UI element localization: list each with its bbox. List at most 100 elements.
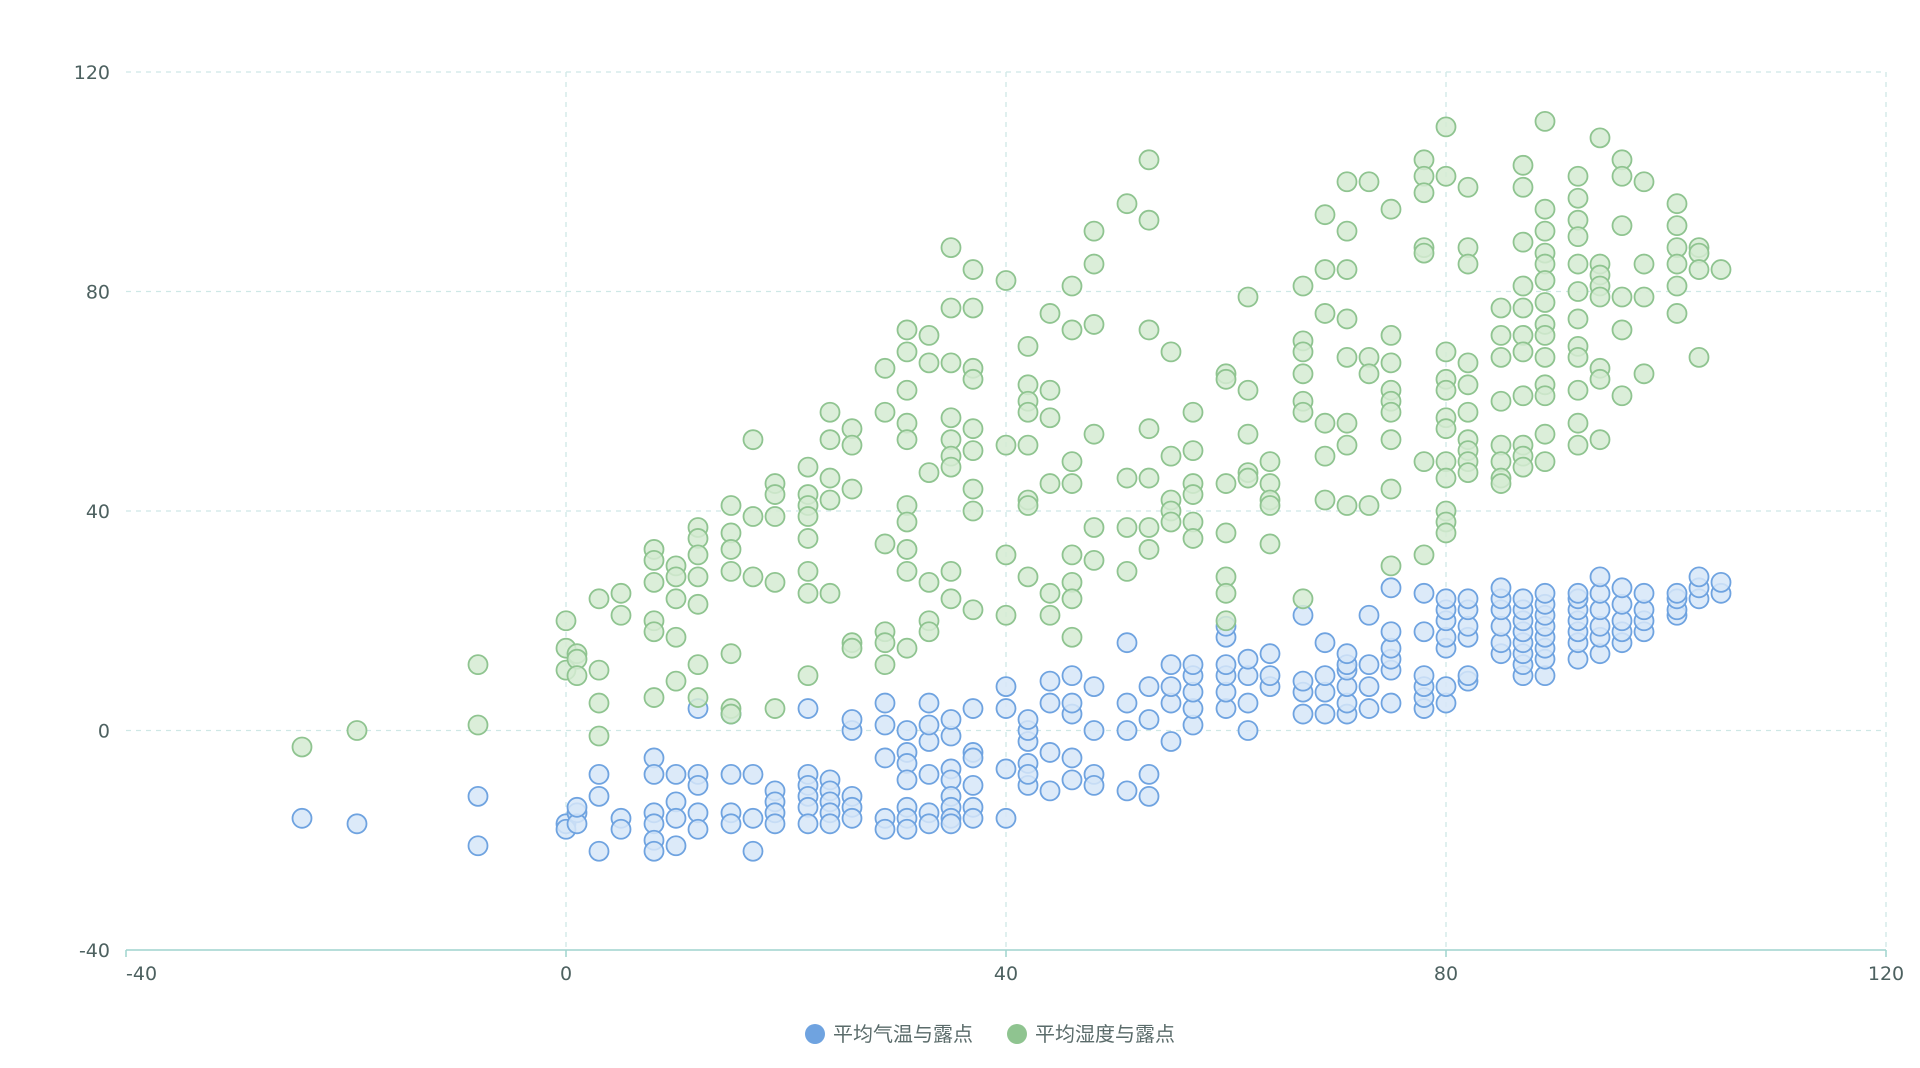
scatter-point[interactable]	[643, 549, 665, 571]
scatter-point[interactable]	[467, 714, 489, 736]
scatter-point[interactable]	[1633, 286, 1655, 308]
scatter-point[interactable]	[1237, 692, 1259, 714]
scatter-point[interactable]	[720, 643, 742, 665]
scatter-point[interactable]	[1116, 193, 1138, 215]
scatter-point[interactable]	[1380, 198, 1402, 220]
scatter-point[interactable]	[1061, 769, 1083, 791]
scatter-point[interactable]	[1182, 484, 1204, 505]
scatter-point[interactable]	[1259, 643, 1281, 665]
scatter-point[interactable]	[1160, 445, 1182, 467]
scatter-point[interactable]	[1490, 577, 1512, 599]
scatter-point[interactable]	[1017, 495, 1039, 516]
scatter-point[interactable]	[841, 637, 863, 659]
scatter-point[interactable]	[643, 764, 665, 785]
scatter-point[interactable]	[1083, 676, 1105, 697]
scatter-point[interactable]	[1567, 412, 1589, 434]
scatter-point[interactable]	[874, 533, 896, 555]
scatter-point[interactable]	[819, 489, 841, 511]
scatter-point[interactable]	[1017, 709, 1039, 730]
scatter-point[interactable]	[1017, 401, 1039, 423]
scatter-point[interactable]	[1380, 555, 1402, 577]
scatter-point[interactable]	[1116, 780, 1138, 802]
scatter-point[interactable]	[962, 774, 984, 796]
scatter-point[interactable]	[819, 429, 841, 451]
scatter-point[interactable]	[1017, 566, 1039, 588]
scatter-point[interactable]	[1083, 517, 1105, 538]
scatter-point[interactable]	[1435, 676, 1457, 697]
scatter-point[interactable]	[1237, 720, 1259, 741]
scatter-point[interactable]	[1314, 204, 1336, 226]
scatter-point[interactable]	[1259, 495, 1281, 516]
scatter-point[interactable]	[566, 665, 588, 687]
scatter-point[interactable]	[720, 813, 742, 835]
scatter-point[interactable]	[1380, 621, 1402, 643]
scatter-point[interactable]	[896, 720, 918, 741]
scatter-point[interactable]	[940, 407, 962, 429]
scatter-point[interactable]	[1083, 549, 1105, 571]
scatter-point[interactable]	[1512, 588, 1534, 610]
scatter-point[interactable]	[1160, 731, 1182, 752]
scatter-point[interactable]	[346, 720, 368, 741]
scatter-point[interactable]	[896, 341, 918, 363]
scatter-point[interactable]	[742, 566, 764, 588]
scatter-point[interactable]	[1336, 220, 1358, 242]
scatter-point[interactable]	[687, 818, 709, 840]
scatter-point[interactable]	[1061, 473, 1083, 494]
scatter-point[interactable]	[918, 764, 940, 785]
scatter-point[interactable]	[1435, 588, 1457, 610]
scatter-point[interactable]	[1116, 720, 1138, 741]
scatter-point[interactable]	[1534, 198, 1556, 220]
scatter-point[interactable]	[1039, 692, 1061, 714]
scatter-point[interactable]	[720, 539, 742, 560]
scatter-point[interactable]	[1314, 259, 1336, 280]
scatter-point[interactable]	[896, 539, 918, 560]
scatter-point[interactable]	[346, 813, 368, 835]
scatter-point[interactable]	[764, 698, 786, 719]
scatter-point[interactable]	[1534, 110, 1556, 132]
scatter-point[interactable]	[1215, 368, 1237, 390]
scatter-point[interactable]	[940, 588, 962, 610]
scatter-point[interactable]	[291, 736, 313, 758]
scatter-point[interactable]	[1633, 363, 1655, 385]
scatter-point[interactable]	[1138, 676, 1160, 697]
scatter-point[interactable]	[1138, 709, 1160, 730]
scatter-point[interactable]	[1292, 588, 1314, 610]
scatter-point[interactable]	[1688, 346, 1710, 368]
scatter-point[interactable]	[643, 571, 665, 593]
scatter-point[interactable]	[1083, 314, 1105, 335]
scatter-point[interactable]	[588, 764, 610, 785]
scatter-point[interactable]	[1314, 303, 1336, 324]
scatter-point[interactable]	[643, 687, 665, 708]
scatter-point[interactable]	[1611, 385, 1633, 407]
scatter-point[interactable]	[1589, 429, 1611, 451]
scatter-point[interactable]	[1083, 220, 1105, 242]
scatter-point[interactable]	[291, 807, 313, 829]
scatter-point[interactable]	[1380, 692, 1402, 714]
scatter-point[interactable]	[1237, 423, 1259, 445]
scatter-point[interactable]	[896, 379, 918, 401]
scatter-point[interactable]	[940, 813, 962, 835]
scatter-point[interactable]	[1666, 215, 1688, 237]
scatter-point[interactable]	[1567, 253, 1589, 275]
scatter-point[interactable]	[1061, 626, 1083, 648]
scatter-point[interactable]	[874, 692, 896, 714]
scatter-point[interactable]	[665, 764, 687, 785]
scatter-point[interactable]	[962, 599, 984, 621]
scatter-point[interactable]	[1116, 692, 1138, 714]
scatter-point[interactable]	[874, 654, 896, 676]
scatter-point[interactable]	[1512, 154, 1534, 176]
scatter-point[interactable]	[896, 511, 918, 533]
scatter-point[interactable]	[1182, 401, 1204, 423]
scatter-point[interactable]	[1215, 522, 1237, 544]
scatter-point[interactable]	[1611, 215, 1633, 237]
scatter-point[interactable]	[1688, 566, 1710, 588]
scatter-point[interactable]	[1633, 253, 1655, 275]
scatter-point[interactable]	[1611, 165, 1633, 187]
scatter-point[interactable]	[1061, 665, 1083, 687]
scatter-point[interactable]	[819, 401, 841, 423]
scatter-point[interactable]	[1336, 412, 1358, 434]
scatter-point[interactable]	[940, 297, 962, 319]
scatter-point[interactable]	[819, 813, 841, 835]
scatter-point[interactable]	[962, 500, 984, 522]
scatter-point[interactable]	[1710, 259, 1732, 280]
